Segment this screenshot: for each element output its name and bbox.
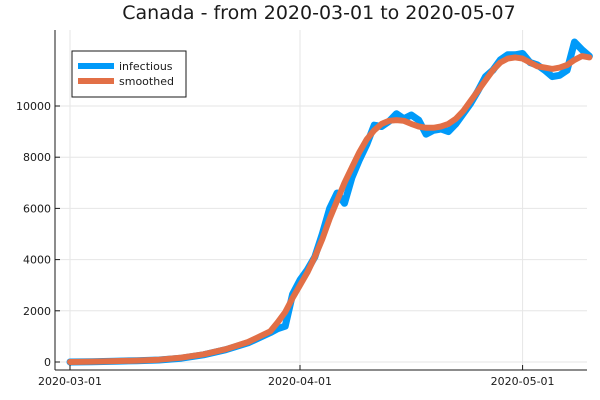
legend-label-infectious: infectious [119, 60, 173, 73]
series-layer [66, 38, 593, 366]
grid [55, 30, 587, 370]
x-tick-label: 2020-05-01 [491, 375, 555, 388]
y-tick-label: 2000 [23, 305, 51, 318]
y-tick-label: 4000 [23, 254, 51, 267]
y-tick-label: 8000 [23, 151, 51, 164]
legend-label-smoothed: smoothed [119, 75, 174, 88]
y-tick-label: 6000 [23, 202, 51, 215]
x-tick-label: 2020-04-01 [268, 375, 332, 388]
tick-labels: 0 2000 4000 6000 8000 10000 2020-03-01 2020-04-… [16, 100, 555, 388]
legend: infectious smoothed [71, 50, 187, 98]
series-line-smoothed [67, 53, 593, 365]
y-tick-label: 10000 [16, 100, 51, 113]
chart-title: Canada - from 2020-03-01 to 2020-05-07 [122, 2, 515, 24]
axes [54, 30, 587, 371]
legend-box [71, 50, 187, 98]
y-tick-label: 0 [44, 356, 51, 369]
x-tick-label: 2020-03-01 [38, 375, 102, 388]
